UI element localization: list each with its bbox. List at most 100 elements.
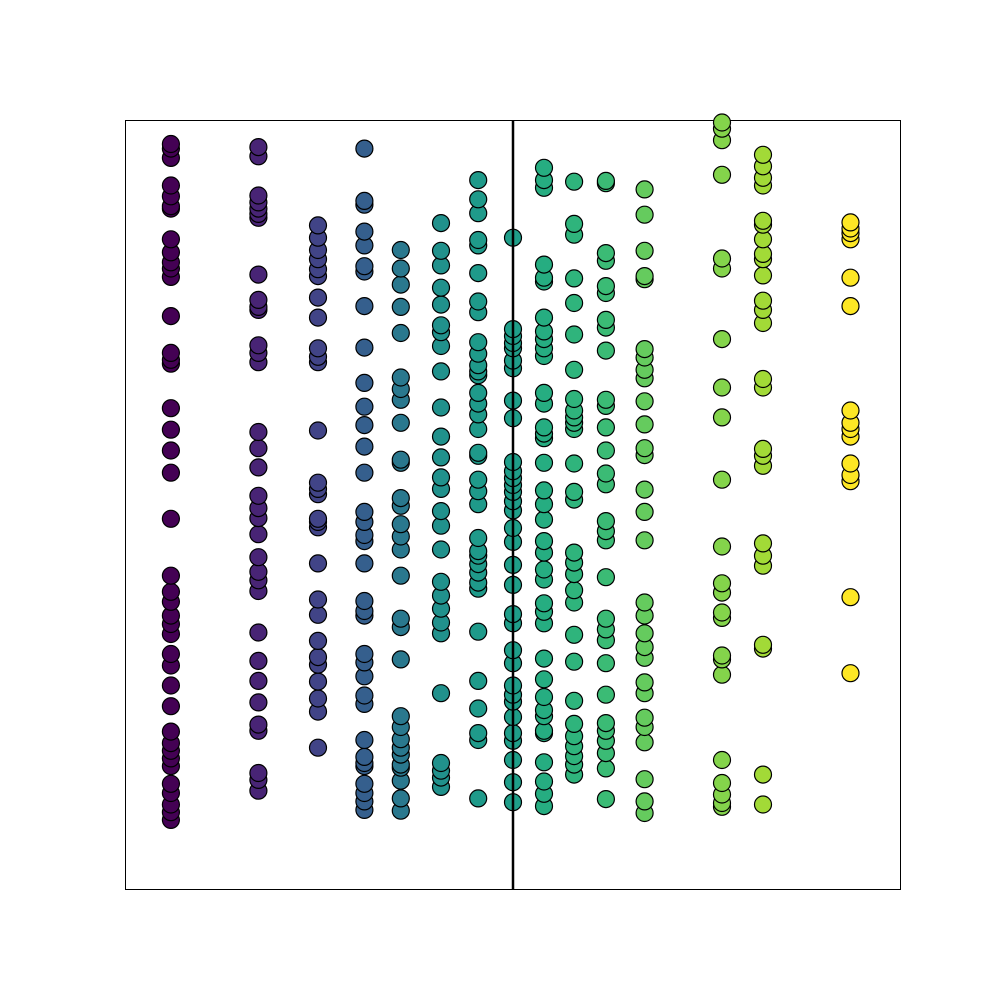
scatter-point-14-0 [841, 664, 860, 683]
scatter-point-2-7 [308, 605, 328, 624]
scatter-point-14-14 [841, 213, 860, 232]
scatter-point-8-15 [534, 560, 554, 579]
scatter-point-9-16 [564, 454, 584, 473]
scatter-point-0-20 [161, 509, 180, 528]
scatter-point-14-10 [841, 268, 860, 287]
scatter-point-11-13 [635, 531, 654, 550]
scatter-point-4-29 [391, 240, 410, 260]
scatter-point-9-13 [564, 543, 584, 562]
scatter-point-9-25 [564, 269, 584, 288]
scatter-point-10-25 [596, 277, 616, 296]
scatter-point-2-3 [308, 672, 328, 691]
scatter-point-11-27 [635, 205, 654, 224]
scatter-point-1-12 [249, 548, 268, 567]
scatter-point-3-22 [355, 437, 374, 456]
scatter-point-2-20 [308, 308, 328, 327]
scatter-point-12-13 [712, 470, 732, 489]
scatter-point-5-23 [431, 278, 451, 297]
scatter-point-1-5 [249, 693, 268, 712]
scatter-point-3-34 [355, 139, 374, 158]
scatter-point-10-29 [596, 171, 616, 190]
scatter-point-8-31 [534, 308, 554, 327]
scatter-point-1-13 [249, 525, 268, 544]
scatter-point-2-2 [308, 689, 328, 708]
scatter-point-9-7 [564, 652, 584, 671]
scatter-point-0-28 [161, 307, 180, 326]
scatter-point-5-25 [431, 241, 451, 260]
scatter-point-5-4 [431, 684, 451, 703]
scatter-point-5-14 [431, 468, 451, 487]
scatter-point-10-10 [596, 609, 616, 628]
scatter-point-3-23 [355, 416, 374, 435]
scatter-point-0-11 [161, 676, 180, 695]
scatter-point-4-9 [391, 707, 410, 726]
scatter-point-0-23 [161, 420, 180, 439]
scatter-point-8-10 [534, 649, 554, 668]
scatter-point-2-5 [308, 647, 328, 667]
scatter-point-11-14 [635, 502, 654, 521]
scatter-point-0-27 [161, 343, 180, 362]
scatter-point-6-26 [469, 333, 488, 352]
scatter-point-12-5 [712, 665, 732, 684]
scatter-point-10-5 [596, 713, 616, 733]
scatter-point-2-27 [308, 216, 328, 235]
scatter-point-0-37 [161, 176, 180, 195]
scatter-point-2-0 [308, 738, 328, 757]
scatter-point-3-7 [355, 730, 374, 750]
scatter-point-4-28 [391, 259, 410, 278]
scatter-point-1-6 [249, 671, 268, 691]
scatter-point-5-10 [431, 540, 451, 559]
scatter-point-5-22 [431, 295, 451, 314]
scatter-point-6-15 [469, 470, 488, 489]
scatter-point-1-25 [249, 290, 268, 309]
scatter-point-12-9 [712, 603, 732, 622]
scatter-point-11-15 [635, 480, 654, 499]
scatter-point-4-10 [391, 650, 410, 669]
scatter-point-0-18 [161, 582, 180, 601]
scatter-point-1-26 [249, 265, 268, 284]
scatter-point-2-6 [308, 631, 328, 651]
scatter-point-8-37 [534, 158, 554, 177]
scatter-point-10-7 [596, 654, 616, 673]
scatter-point-14-1 [841, 588, 860, 607]
scatter-point-4-25 [391, 323, 410, 343]
scatter-point-5-15 [431, 448, 451, 467]
scatter-point-9-15 [564, 482, 584, 501]
scatter-point-12-4 [712, 750, 732, 770]
scatter-point-11-1 [635, 792, 654, 811]
scatter-point-12-22 [712, 113, 732, 132]
scatter-point-10-18 [596, 418, 616, 437]
scatter-point-1-33 [249, 138, 268, 157]
scatter-point-13-0 [753, 795, 773, 814]
scatter-point-0-33 [161, 230, 180, 249]
scatter-point-6-3 [469, 699, 488, 718]
scatter-point-4-1 [391, 789, 410, 808]
scatter-point-11-12 [635, 593, 654, 612]
scatter-point-9-23 [564, 325, 584, 344]
scatter-point-6-0 [469, 789, 488, 808]
scatter-point-6-4 [469, 671, 488, 691]
scatter-point-1-31 [249, 186, 268, 205]
scatter-point-2-21 [308, 288, 328, 307]
scatter-point-5-26 [431, 214, 451, 233]
scatter-point-9-6 [564, 691, 584, 710]
scatter-point-1-17 [249, 458, 268, 477]
scatter-point-3-33 [355, 191, 374, 210]
scatter-point-1-8 [249, 623, 268, 642]
scatter-point-8-8 [534, 687, 554, 707]
scatter-point-6-17 [469, 443, 488, 462]
scatter-point-9-27 [564, 214, 584, 233]
scatter-point-5-18 [431, 362, 451, 381]
scatter-point-10-11 [596, 568, 616, 587]
scatter-point-9-10 [564, 581, 584, 600]
scatter-point-5-3 [431, 753, 451, 773]
scatter-point-10-0 [596, 789, 616, 809]
scatter-point-6-33 [469, 190, 488, 209]
scatter-point-12-18 [712, 249, 732, 268]
scatter-point-8-2 [534, 772, 554, 791]
scatter-point-10-21 [596, 341, 616, 360]
scatter-point-1-19 [249, 422, 268, 442]
scatter-point-13-1 [753, 765, 773, 784]
scatter-point-6-34 [469, 171, 488, 190]
scatter-point-12-12 [712, 537, 732, 556]
